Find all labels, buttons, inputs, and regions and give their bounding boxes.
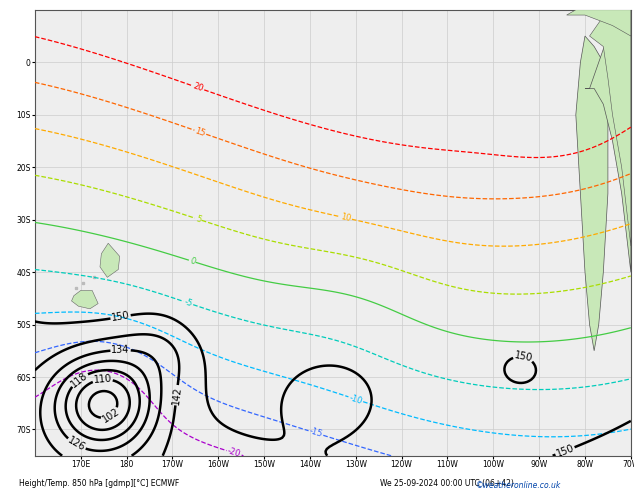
Text: 150: 150 xyxy=(111,311,131,323)
Polygon shape xyxy=(567,10,631,36)
Text: -5: -5 xyxy=(183,297,194,309)
Text: We 25-09-2024 00:00 UTC (06+42): We 25-09-2024 00:00 UTC (06+42) xyxy=(380,479,514,488)
Text: ©weatheronline.co.uk: ©weatheronline.co.uk xyxy=(476,481,560,490)
Text: Height/Temp. 850 hPa [gdmp][°C] ECMWF: Height/Temp. 850 hPa [gdmp][°C] ECMWF xyxy=(19,479,179,488)
Text: 118: 118 xyxy=(69,370,89,389)
Text: 110: 110 xyxy=(93,374,112,385)
Polygon shape xyxy=(72,291,98,309)
Polygon shape xyxy=(100,243,120,277)
Text: -10: -10 xyxy=(348,393,363,406)
Polygon shape xyxy=(585,10,631,272)
Text: 5: 5 xyxy=(195,214,202,224)
Text: 134: 134 xyxy=(112,345,130,355)
Text: 142: 142 xyxy=(171,386,183,405)
Text: 150: 150 xyxy=(555,443,576,459)
Polygon shape xyxy=(590,10,631,246)
Text: 126: 126 xyxy=(66,436,87,453)
Polygon shape xyxy=(576,36,608,351)
Text: -20: -20 xyxy=(226,447,242,459)
Text: 150: 150 xyxy=(513,350,533,364)
Text: -15: -15 xyxy=(308,427,324,440)
Text: 15: 15 xyxy=(194,126,207,138)
Text: 102: 102 xyxy=(100,406,121,425)
Text: 20: 20 xyxy=(192,82,205,94)
Text: 0: 0 xyxy=(188,256,196,267)
Text: 10: 10 xyxy=(340,212,352,223)
